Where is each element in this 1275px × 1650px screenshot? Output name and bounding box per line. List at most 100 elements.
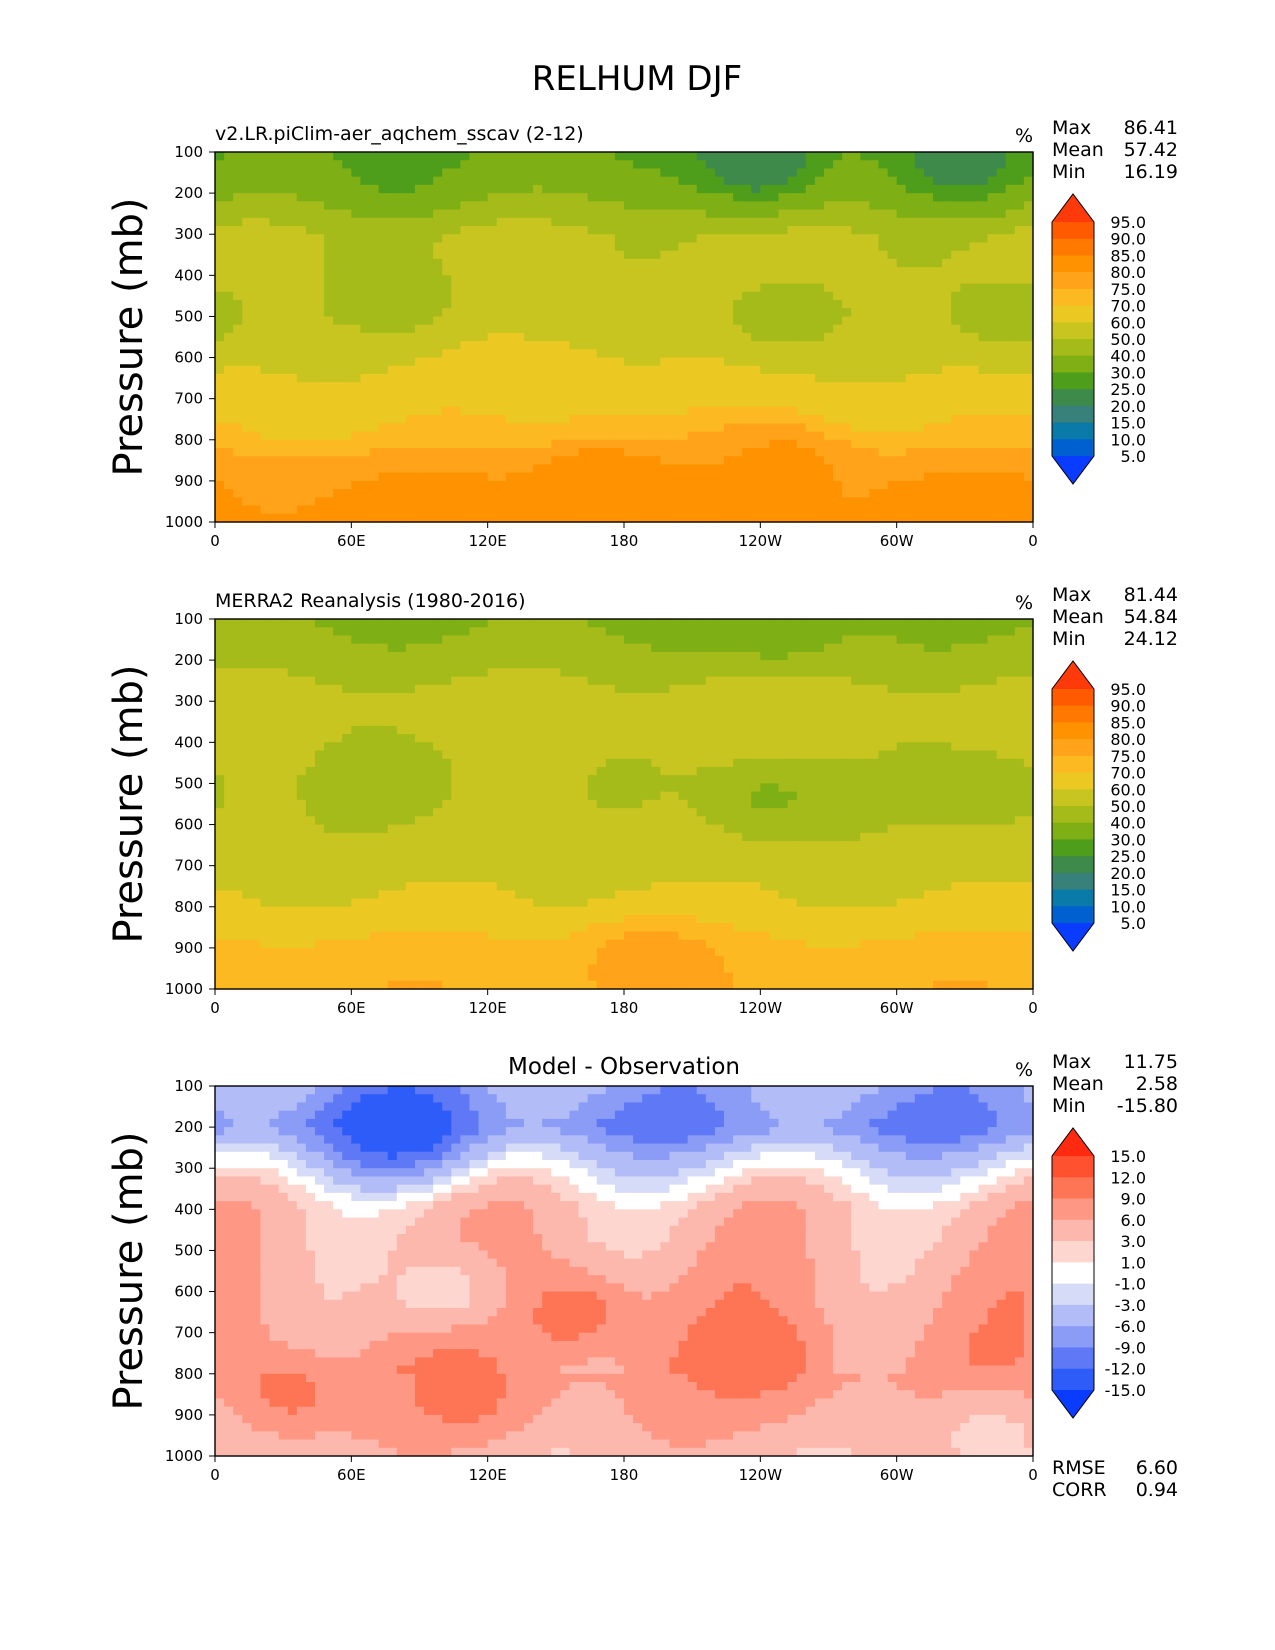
contour-cell: [969, 267, 980, 276]
contour-cell: [869, 676, 880, 686]
contour-cell: [396, 627, 407, 637]
contour-cell: [1023, 201, 1034, 211]
contour-cell: [596, 160, 607, 170]
contour-cell: [951, 341, 961, 350]
contour-cell: [424, 472, 434, 482]
contour-cell: [905, 480, 916, 490]
contour-cell: [215, 448, 225, 457]
contour-cell: [878, 176, 889, 186]
contour-cell: [660, 448, 671, 457]
contour-cell: [869, 201, 880, 211]
contour-cell: [569, 635, 580, 645]
contour-cell: [305, 201, 316, 211]
contour-cell: [787, 193, 798, 202]
contour-cell: [587, 382, 598, 392]
contour-cell: [524, 448, 534, 457]
contour-cell: [469, 160, 480, 170]
contour-cell: [378, 676, 389, 686]
contour-cell: [387, 497, 398, 507]
contour-cell: [778, 448, 789, 457]
contour-cell: [487, 627, 498, 637]
contour-cell: [514, 201, 525, 211]
contour-cell: [660, 472, 671, 482]
contour-cell: [524, 505, 534, 515]
contour-cell: [678, 651, 689, 661]
contour-cell: [669, 464, 680, 474]
contour-cell: [360, 464, 371, 474]
contour-cell: [887, 619, 898, 628]
contour-cell: [242, 283, 252, 293]
contour-cell: [305, 283, 316, 293]
contour-cell: [305, 226, 316, 235]
contour-cell: [524, 349, 534, 359]
contour-cell: [660, 324, 671, 334]
contour-cell: [696, 472, 707, 482]
contour-cell: [742, 349, 752, 359]
contour-cell: [842, 201, 852, 211]
contour-cell: [1014, 390, 1025, 400]
contour-cell: [460, 489, 471, 498]
contour-cell: [624, 448, 634, 457]
contour-cell: [642, 505, 652, 515]
contour-cell: [605, 308, 616, 318]
contour-cell: [433, 250, 443, 260]
contour-cell: [496, 217, 507, 227]
x-tick-label: 120W: [739, 532, 783, 550]
contour-cell: [487, 668, 498, 678]
contour-cell: [433, 349, 443, 359]
contour-cell: [224, 382, 234, 392]
contour-cell: [442, 275, 452, 285]
contour-cell: [760, 480, 771, 490]
contour-cell: [878, 497, 889, 507]
contour-cell: [960, 472, 970, 482]
contour-cell: [642, 308, 652, 318]
contour-cell: [451, 464, 461, 474]
contour-cell: [951, 365, 961, 375]
contour-cell: [296, 184, 307, 194]
contour-cell: [451, 448, 461, 457]
contour-cell: [233, 374, 243, 383]
contour-cell: [914, 275, 925, 285]
contour-cell: [460, 415, 471, 424]
contour-cell: [914, 258, 925, 268]
contour-cell: [651, 324, 661, 334]
stat-label: Min: [1052, 161, 1086, 183]
contour-cell: [560, 160, 571, 170]
contour-cell: [823, 676, 834, 686]
contour-cell: [478, 168, 489, 178]
contour-cell: [642, 374, 652, 383]
contour-cell: [614, 497, 625, 507]
contour-cell: [551, 406, 561, 416]
contour-cell: [560, 308, 571, 318]
contour-cell: [387, 209, 398, 219]
contour-cell: [633, 168, 643, 178]
contour-cell: [851, 250, 861, 260]
contour-cell: [960, 283, 970, 293]
contour-cell: [914, 357, 925, 367]
contour-cell: [796, 324, 807, 334]
contour-cell: [333, 184, 343, 194]
contour-cell: [660, 217, 671, 227]
contour-cell: [687, 505, 698, 515]
contour-cell: [287, 308, 298, 318]
contour-cell: [878, 660, 889, 669]
contour-cell: [814, 472, 825, 482]
contour-cell: [987, 627, 998, 637]
contour-cell: [351, 431, 362, 441]
contour-cell: [496, 439, 507, 449]
colorbar-segment: [1052, 322, 1094, 340]
contour-cell: [560, 258, 571, 268]
contour-cell: [333, 226, 343, 235]
contour-cell: [305, 193, 316, 202]
contour-cell: [351, 456, 362, 466]
contour-cell: [669, 676, 680, 686]
contour-cell: [805, 635, 816, 645]
contour-cell: [669, 643, 680, 653]
contour-cell: [624, 349, 634, 359]
contour-cell: [251, 693, 262, 702]
contour-cell: [978, 308, 989, 318]
contour-cell: [269, 505, 280, 515]
contour-cell: [951, 489, 961, 498]
contour-cell: [951, 456, 961, 466]
x-tick-label: 0: [210, 532, 220, 550]
